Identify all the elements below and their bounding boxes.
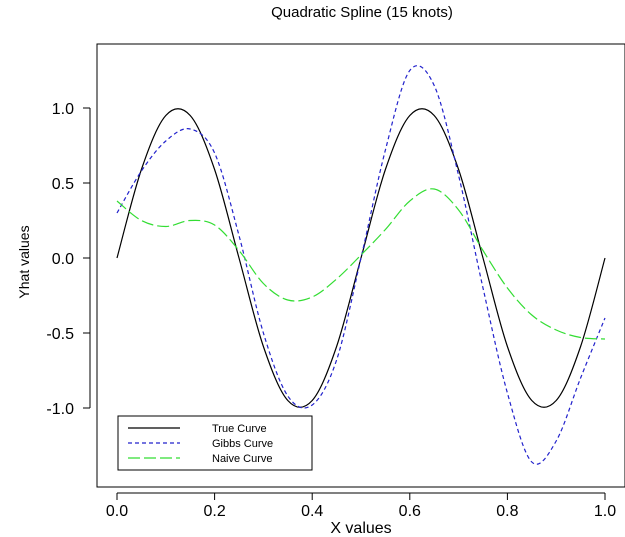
plot-frame (96, 43, 625, 488)
y-tick-label: 1.0 (52, 101, 74, 118)
x-tick-label: 0.6 (399, 503, 421, 520)
x-axis: 0.0 0.2 0.4 0.6 0.8 1.0 (106, 492, 616, 520)
y-tick-label: -0.5 (46, 326, 74, 343)
series-line-2 (116, 65, 606, 465)
x-tick-label: 0.4 (301, 503, 323, 520)
y-axis: 1.0 0.5 0.0 -0.5 -1.0 (46, 101, 91, 418)
chart-title: Quadratic Spline (15 knots) (271, 4, 453, 21)
series-lines (116, 65, 606, 465)
series-line-3 (116, 188, 606, 340)
y-tick-label: -1.0 (46, 401, 74, 418)
legend-label: True Curve (212, 423, 267, 435)
legend-label: Gibbs Curve (212, 438, 273, 450)
y-tick-label: 0.5 (52, 176, 74, 193)
x-tick-label: 0.8 (496, 503, 518, 520)
x-axis-label: X values (330, 520, 391, 537)
y-tick-label: 0.0 (52, 251, 74, 268)
x-tick-label: 0.2 (203, 503, 225, 520)
legend: True Curve Gibbs Curve Naive Curve (117, 415, 313, 471)
x-tick-label: 0.0 (106, 503, 128, 520)
x-tick-label: 1.0 (594, 503, 616, 520)
y-axis-label: Yhat values (16, 225, 32, 298)
legend-label: Naive Curve (212, 453, 273, 465)
